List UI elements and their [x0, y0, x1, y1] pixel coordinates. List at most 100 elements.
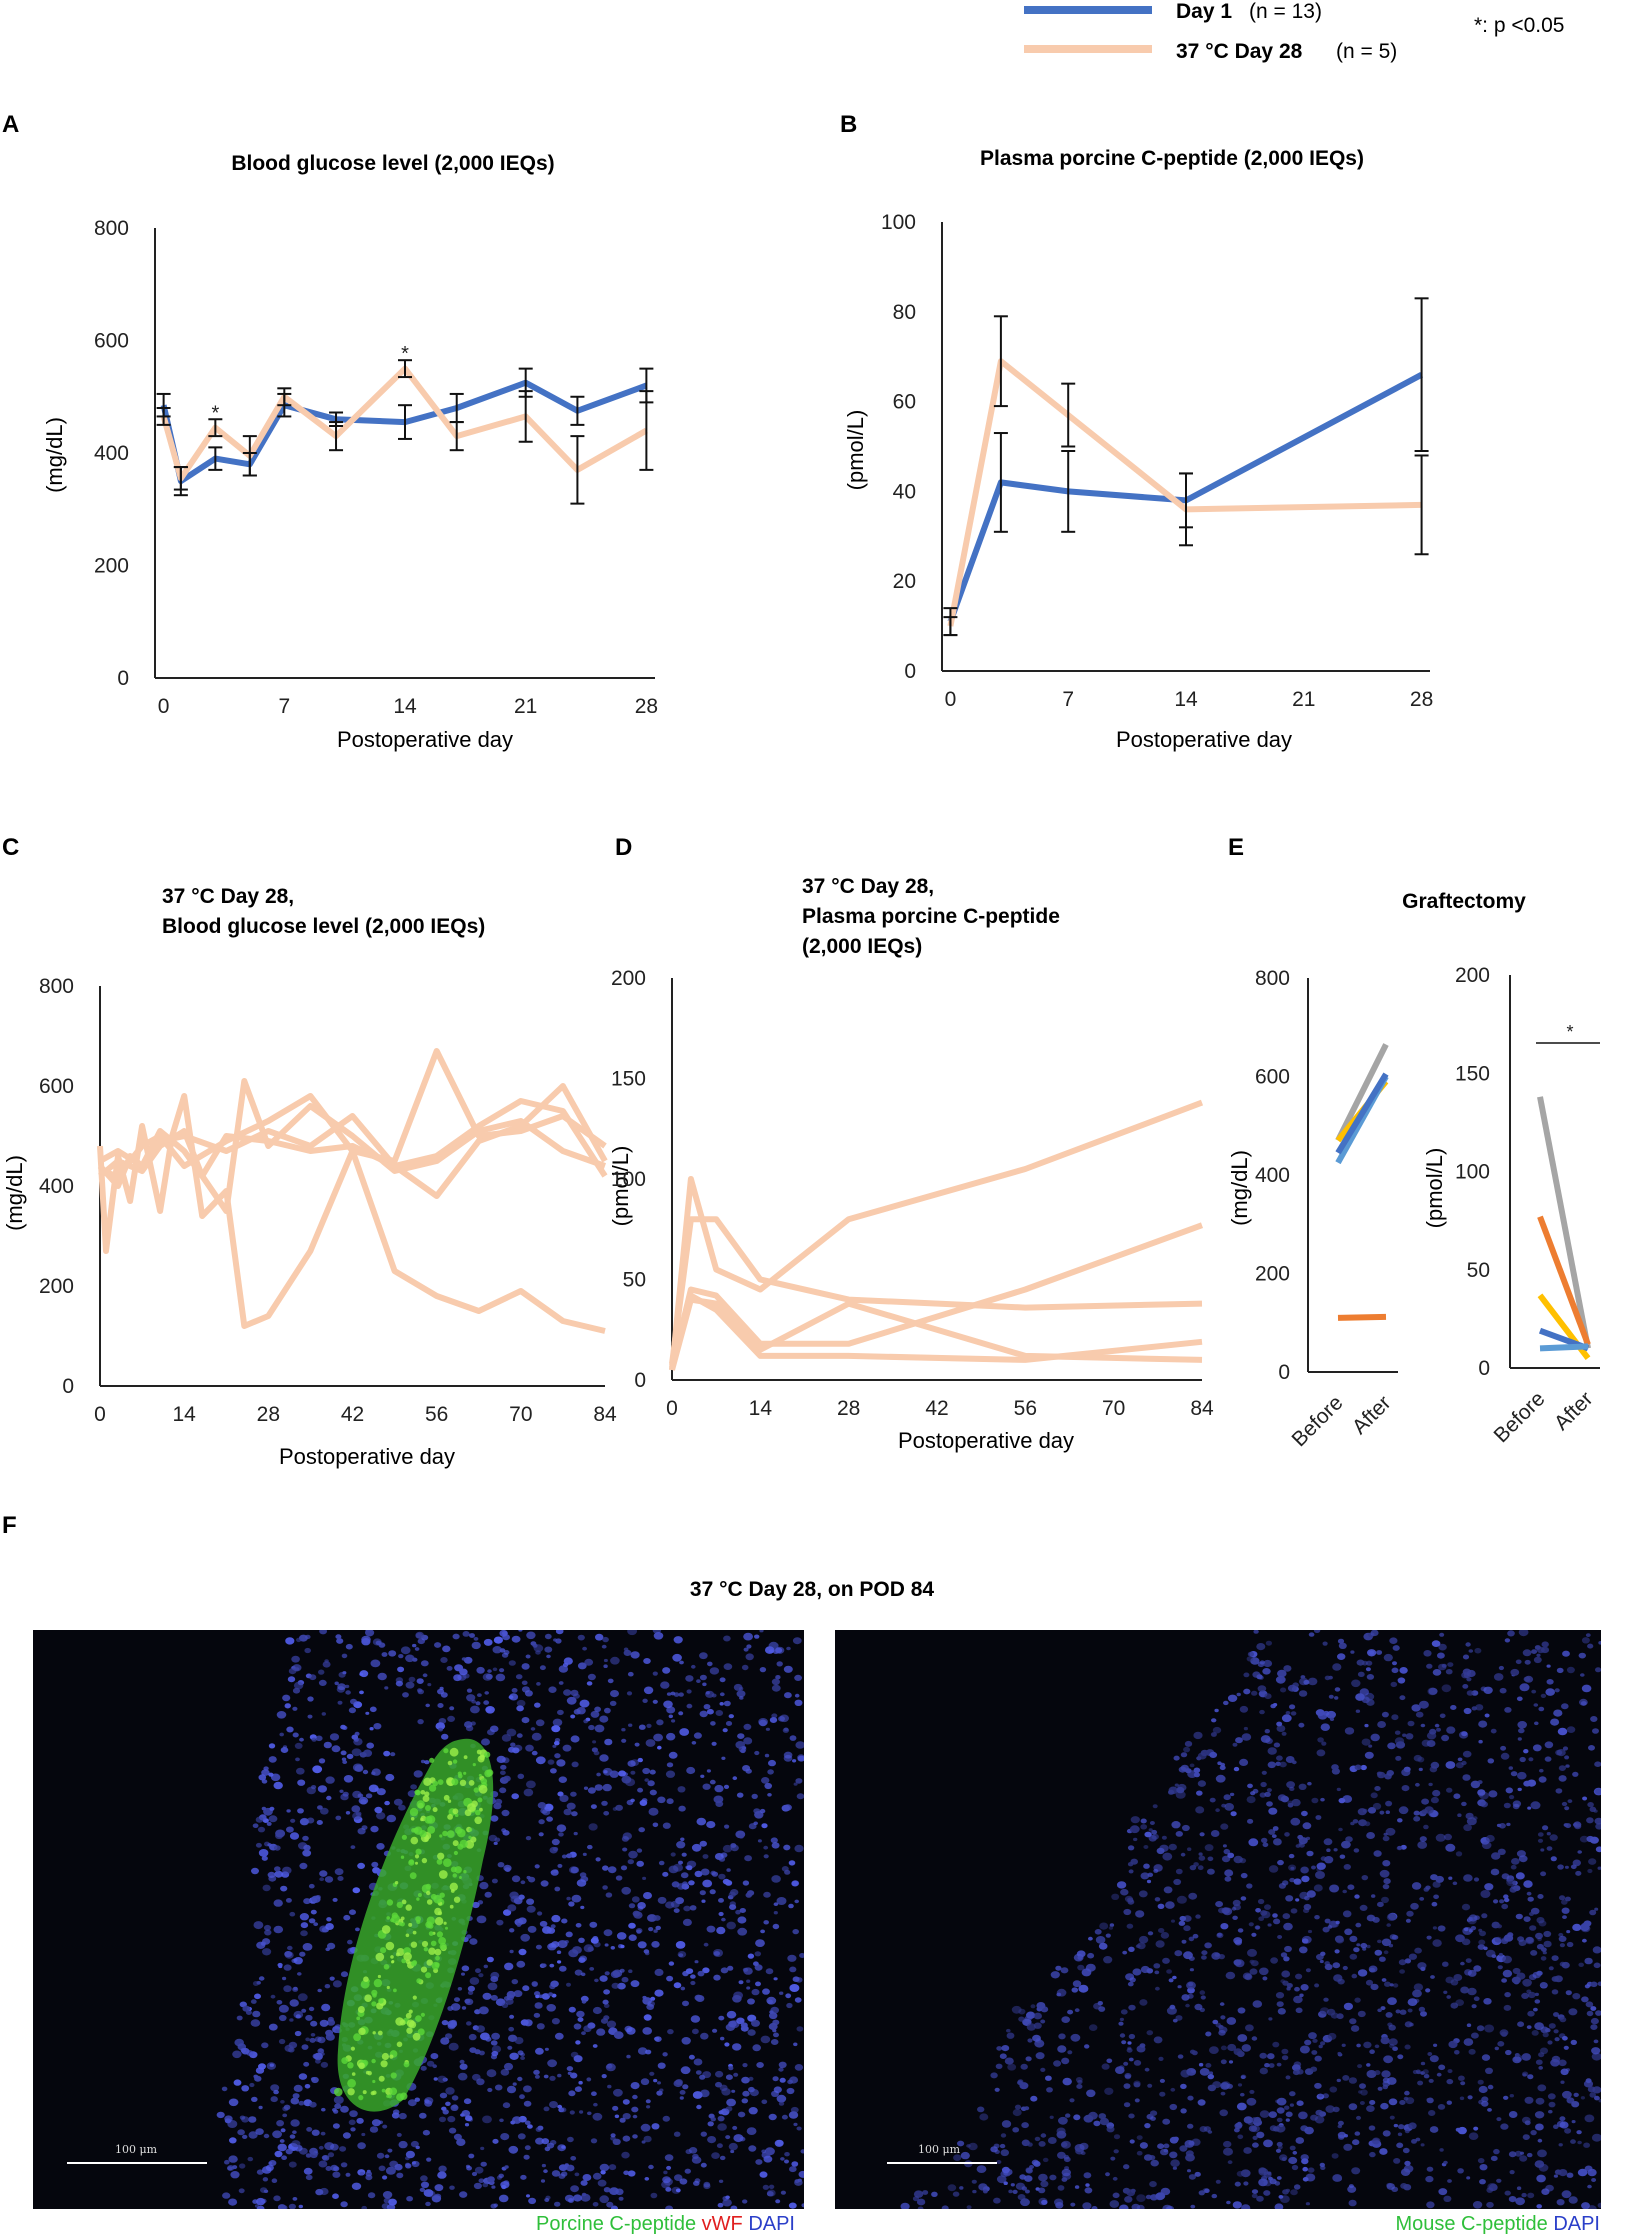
nucleus: [1564, 1755, 1570, 1760]
islet-cell: [476, 1749, 482, 1755]
islet-cell: [468, 1835, 472, 1840]
islet-cell: [396, 2041, 403, 2048]
nucleus: [1098, 2006, 1106, 2012]
nucleus: [1381, 2070, 1391, 2078]
nucleus: [1461, 1903, 1471, 1911]
nucleus: [369, 1727, 374, 1731]
nucleus: [310, 2033, 316, 2037]
nucleus: [582, 1852, 587, 1856]
nucleus: [653, 1632, 664, 1640]
nucleus: [1080, 2151, 1086, 2155]
nucleus: [482, 1673, 493, 1681]
nucleus: [256, 2169, 264, 2175]
nucleus: [383, 1750, 391, 1757]
nucleus: [385, 1773, 395, 1782]
nucleus: [1212, 2081, 1222, 2089]
nucleus: [252, 1823, 259, 1828]
nucleus: [568, 2090, 576, 2097]
nucleus: [448, 2127, 457, 2134]
left-stain-caption: Porcine C-peptide vWF DAPI: [536, 2213, 795, 2236]
nucleus: [1163, 1886, 1173, 1894]
nucleus: [274, 1870, 284, 1878]
nucleus: [492, 2138, 499, 2144]
nucleus: [273, 1845, 281, 1851]
nucleus: [1562, 2090, 1572, 2099]
nucleus: [1568, 2008, 1578, 2016]
nucleus: [1036, 2002, 1046, 2010]
nucleus: [1408, 1953, 1417, 1960]
nucleus: [723, 1700, 731, 1707]
nucleus: [1467, 2095, 1473, 2100]
nucleus: [1003, 2181, 1008, 2185]
nucleus: [1220, 2082, 1230, 2090]
nucleus: [1407, 2008, 1413, 2013]
nucleus: [683, 1905, 691, 1912]
nucleus: [1343, 2002, 1353, 2011]
nucleus: [1128, 2004, 1136, 2011]
nucleus: [517, 1773, 525, 1779]
nucleus: [289, 1832, 300, 1840]
nucleus: [557, 2144, 567, 2152]
nucleus: [1011, 2005, 1022, 2014]
nucleus: [1193, 1772, 1200, 1778]
nucleus: [1425, 1885, 1431, 1890]
nucleus: [1024, 2189, 1030, 2194]
nucleus: [1174, 1783, 1179, 1787]
nucleus: [1124, 2196, 1133, 2203]
nucleus: [606, 2201, 614, 2208]
nucleus: [1591, 2047, 1601, 2055]
nucleus: [673, 1982, 682, 1989]
nucleus: [500, 1770, 506, 1776]
islet-cell: [475, 1809, 481, 1816]
nucleus: [273, 2089, 279, 2095]
nucleus: [1264, 2063, 1270, 2068]
nucleus: [344, 1684, 350, 1689]
nucleus: [1586, 2010, 1594, 2017]
nucleus: [1296, 2069, 1304, 2075]
nucleus: [1386, 2182, 1393, 2188]
nucleus: [1519, 2155, 1528, 2162]
nucleus: [542, 1808, 551, 1816]
nucleus: [1295, 2137, 1305, 2144]
nucleus: [735, 1909, 741, 1915]
nucleus: [1323, 1838, 1333, 1846]
nucleus: [603, 1811, 610, 1816]
nucleus: [619, 1968, 625, 1973]
nucleus: [599, 1715, 609, 1723]
nucleus: [1395, 2009, 1401, 2014]
nucleus: [1540, 1871, 1547, 1877]
nucleus: [1197, 2099, 1206, 2106]
nucleus: [1587, 1868, 1593, 1874]
panel-letter-d: D: [615, 834, 632, 861]
nucleus: [1061, 2177, 1068, 2182]
nucleus: [1594, 2095, 1600, 2101]
nucleus: [1243, 1672, 1250, 1678]
nucleus: [1237, 2007, 1246, 2014]
nucleus: [579, 1699, 590, 1708]
nucleus: [407, 1790, 417, 1798]
nucleus: [424, 2097, 434, 2105]
nucleus: [1562, 2036, 1568, 2041]
nucleus: [1559, 2016, 1567, 2023]
nucleus: [525, 1744, 534, 1752]
nucleus: [1289, 1877, 1295, 1883]
nucleus: [745, 1892, 753, 1898]
nucleus: [751, 1793, 758, 1799]
nucleus: [604, 1971, 610, 1976]
nucleus: [603, 1989, 610, 1995]
nucleus: [1486, 2187, 1494, 2193]
nucleus: [398, 1804, 406, 1811]
nucleus: [759, 1808, 766, 1814]
nucleus: [241, 2085, 250, 2092]
nucleus: [1277, 1859, 1284, 1866]
panel-a-ytick: 400: [94, 442, 129, 465]
nucleus: [1521, 2053, 1531, 2061]
nucleus: [743, 1647, 749, 1652]
nucleus: [1038, 2173, 1048, 2182]
nucleus: [305, 2014, 313, 2021]
nucleus: [1445, 1669, 1453, 1675]
nucleus: [700, 2162, 707, 2168]
nucleus: [1349, 1935, 1358, 1943]
nucleus: [292, 1732, 299, 1738]
nucleus: [1123, 2102, 1131, 2108]
